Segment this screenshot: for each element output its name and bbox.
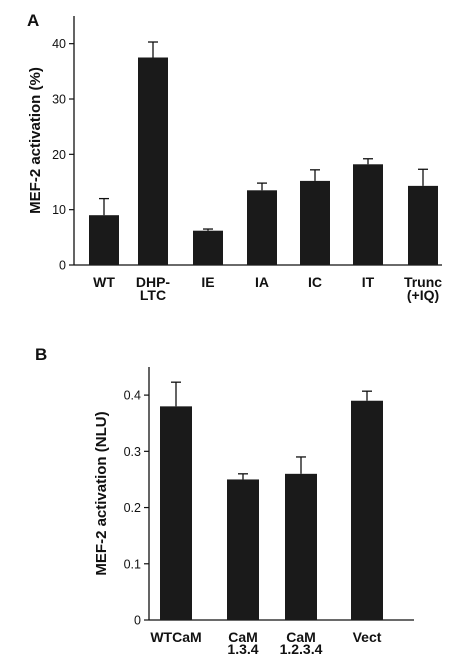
category-label: WT (93, 274, 115, 290)
error-bar (257, 182, 267, 191)
category-label: DHP-LTC (136, 274, 171, 303)
error-bar (99, 197, 109, 216)
bar (408, 185, 438, 265)
panel-label-a: A (27, 11, 39, 30)
y-axis-title: MEF-2 activation (NLU) (93, 411, 110, 575)
y-tick-label: 10 (52, 203, 66, 217)
category-label: WTCaM (150, 629, 201, 645)
error-bar (171, 381, 181, 407)
y-tick-label: 0.1 (124, 557, 141, 571)
bar (247, 190, 277, 265)
bar (138, 57, 168, 265)
error-bar (363, 158, 373, 165)
y-tick-label: 0.2 (124, 501, 141, 515)
category-label: CaM 1,3,4 (227, 629, 258, 654)
bar (353, 164, 383, 265)
bar (300, 180, 330, 265)
error-bar (148, 41, 158, 58)
bar (89, 215, 119, 265)
error-bar (418, 168, 428, 186)
category-label: IT (362, 274, 375, 290)
category-label: IA (255, 274, 269, 290)
chart-b: B MEF-2 activation (NLU) 0 0.1 0.2 0.3 0.4 WTCa… (35, 345, 414, 654)
y-tick-label: 0.4 (124, 389, 141, 403)
chart-a: A MEF-2 activation (%) 0 10 20 30 40 WT DHP-LTC I… (27, 11, 442, 303)
category-label: Trunc (+IQ) (404, 274, 442, 303)
y-axis-title: MEF-2 activation (%) (27, 67, 44, 214)
y-tick-label: 40 (52, 37, 66, 51)
y-tick-label: 0 (59, 259, 66, 273)
error-bar (310, 169, 320, 181)
y-tick-label: 0.3 (124, 445, 141, 459)
category-label: Vect (353, 629, 382, 645)
category-label: IC (308, 274, 322, 290)
bar (160, 406, 192, 620)
bar (193, 230, 223, 265)
y-tick-label: 0 (134, 614, 141, 628)
bar (351, 400, 383, 620)
error-bar (296, 456, 306, 474)
error-bar (362, 390, 372, 401)
panel-label-b: B (35, 345, 47, 364)
bar (285, 473, 317, 620)
category-label: CaM 1,2,3,4 (280, 629, 323, 654)
y-tick-label: 30 (52, 93, 66, 107)
error-bar (238, 473, 248, 480)
bar (227, 479, 259, 620)
y-tick-label: 20 (52, 148, 66, 162)
category-label: IE (201, 274, 214, 290)
error-bar (203, 228, 213, 231)
